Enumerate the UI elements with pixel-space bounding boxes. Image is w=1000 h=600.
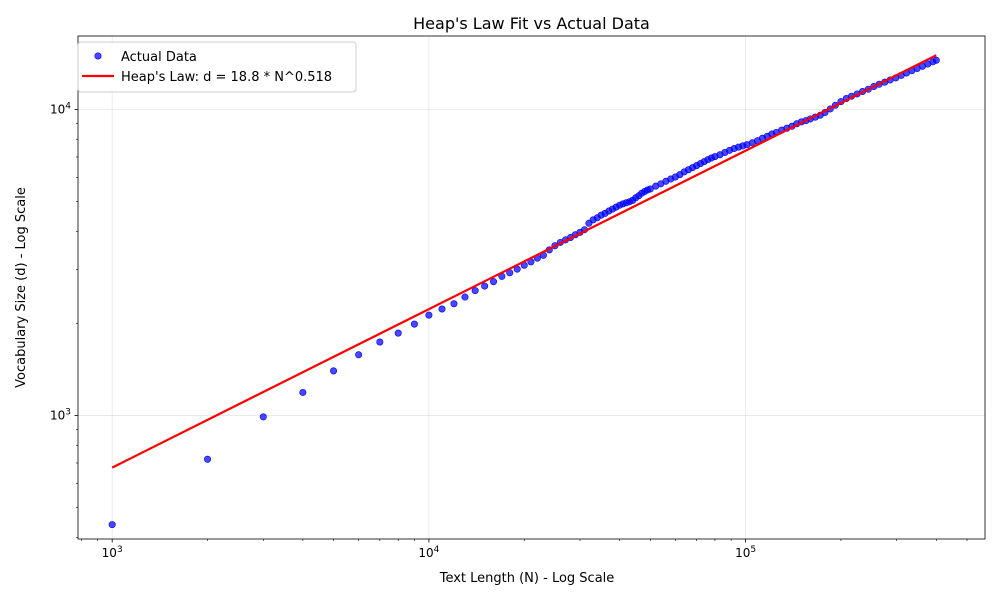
x-tick-label: 105: [735, 545, 756, 560]
y-tick-label-exponent: 3: [65, 408, 71, 418]
data-point: [410, 320, 418, 328]
data-point: [108, 521, 116, 529]
y-axis-label: Vocabulary Size (d) - Log Scale: [14, 187, 29, 388]
y-tick-label-exponent: 4: [65, 102, 71, 112]
x-tick-label: 103: [102, 545, 123, 560]
x-axis-label: Text Length (N) - Log Scale: [439, 571, 615, 586]
data-point: [471, 287, 479, 295]
y-tick-label: 103: [50, 408, 71, 423]
legend-label-heaps-law: Heap's Law: d = 18.8 * N^0.518: [121, 70, 332, 85]
y-tick-label: 104: [50, 102, 71, 117]
x-tick-label-base: 10: [102, 546, 117, 560]
plot-frame: [77, 35, 986, 540]
data-point: [932, 56, 940, 64]
data-point: [646, 185, 654, 193]
plot-series: [108, 54, 940, 529]
legend-box: [77, 41, 357, 93]
data-point: [490, 278, 498, 286]
data-point: [461, 293, 469, 301]
data-point: [204, 455, 212, 463]
data-point: [481, 282, 489, 290]
data-point: [355, 351, 363, 359]
data-point: [299, 388, 307, 396]
grid-lines: [78, 36, 985, 539]
data-point: [259, 413, 267, 421]
x-tick-label-exponent: 4: [434, 545, 440, 555]
x-tick-label-base: 10: [418, 546, 433, 560]
fit-line-heaps-law: [111, 54, 937, 469]
data-point: [450, 300, 458, 308]
data-point: [425, 311, 433, 319]
chart-title: Heap's Law Fit vs Actual Data: [413, 14, 650, 33]
legend-marker-actual-data: [94, 52, 102, 60]
legend: Actual Data Heap's Law: d = 18.8 * N^0.5…: [77, 41, 357, 93]
legend-label-actual-data: Actual Data: [121, 50, 197, 65]
x-tick-label-exponent: 5: [750, 545, 756, 555]
x-tick-label-exponent: 3: [117, 545, 123, 555]
data-point: [330, 367, 338, 375]
y-tick-label-base: 10: [50, 409, 65, 423]
x-tick-label-base: 10: [735, 546, 750, 560]
data-point: [438, 305, 446, 313]
data-point: [376, 338, 384, 346]
data-point: [394, 329, 402, 337]
y-tick-label-base: 10: [50, 103, 65, 117]
x-tick-label: 104: [418, 545, 439, 560]
